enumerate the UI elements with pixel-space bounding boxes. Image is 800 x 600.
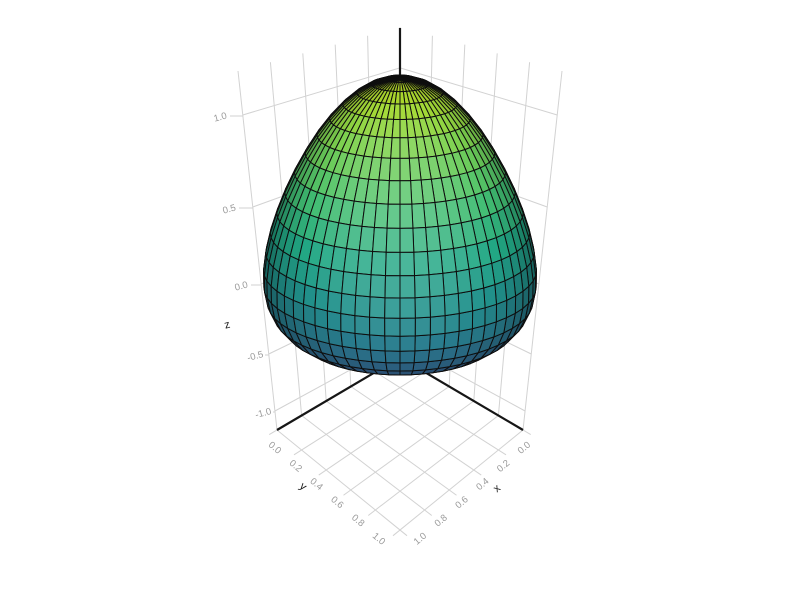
y-tick-label: 0.0 bbox=[266, 440, 283, 457]
x-tick-label: 0.6 bbox=[453, 494, 470, 511]
z-tick-label: -0.5 bbox=[246, 349, 265, 364]
y-tick-label: 1.0 bbox=[370, 531, 387, 548]
z-tick-label: -1.0 bbox=[254, 406, 273, 421]
z-tick-label: 0.0 bbox=[234, 280, 250, 294]
x-tick-label: 0.2 bbox=[495, 458, 512, 475]
x-tick-label: 1.0 bbox=[412, 531, 429, 548]
y-tick-label: 0.6 bbox=[328, 494, 345, 511]
y-tick-label: 0.8 bbox=[349, 512, 366, 529]
axis-title-z: z bbox=[223, 319, 231, 332]
x-tick-label: 0.4 bbox=[474, 476, 491, 493]
axis-title-y: y bbox=[297, 480, 309, 493]
z-tick-label: 0.5 bbox=[222, 203, 238, 217]
x-tick-label: 0.8 bbox=[433, 512, 450, 529]
axis-title-x: x bbox=[491, 482, 503, 495]
x-tick-label: 0.0 bbox=[516, 440, 533, 457]
y-tick-label: 0.2 bbox=[287, 458, 304, 475]
floor-gridlines bbox=[268, 357, 532, 537]
z-tick-label: 1.0 bbox=[213, 111, 229, 125]
egg-surface-facets bbox=[263, 74, 537, 376]
y-tick-label: 0.4 bbox=[308, 476, 325, 493]
